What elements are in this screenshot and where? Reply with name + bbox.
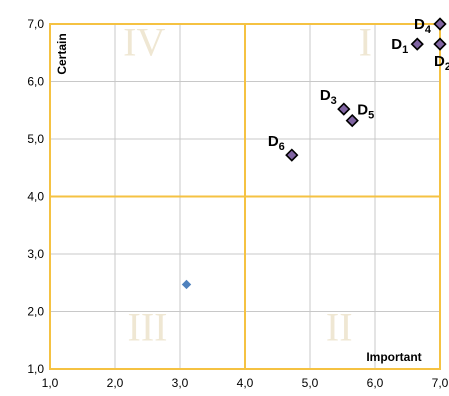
quadrant-label: II <box>326 304 353 349</box>
data-point-marker <box>433 37 447 51</box>
data-points <box>181 17 447 290</box>
data-point-label: D1 <box>391 36 408 56</box>
data-point-marker <box>410 37 424 51</box>
tick-labels: 1,0 2,0 3,0 4,0 5,0 6,0 7,0 1,0 2,0 3,0 4,0 5,0 6,0 7… <box>27 17 448 390</box>
axis-titles: Certain Important <box>55 33 422 364</box>
data-point-marker <box>181 279 192 290</box>
x-tick-label: 6,0 <box>367 376 384 390</box>
x-tick-label: 4,0 <box>237 376 254 390</box>
data-point-marker <box>285 148 299 162</box>
y-tick-label: 7,0 <box>27 17 44 31</box>
y-tick-label: 2,0 <box>27 305 44 319</box>
data-point-label: D6 <box>268 133 285 153</box>
plot-frame <box>49 23 441 370</box>
data-point-label: D5 <box>357 102 374 122</box>
x-tick-label: 1,0 <box>42 376 59 390</box>
x-axis-label: Important <box>366 350 421 364</box>
data-point-label: D4 <box>414 16 432 36</box>
data-point-label: D2 <box>434 53 449 73</box>
y-tick-label: 4,0 <box>27 190 44 204</box>
data-point-marker <box>337 102 351 116</box>
x-tick-label: 7,0 <box>432 376 449 390</box>
quadrant-label: III <box>128 304 168 349</box>
y-tick-label: 1,0 <box>27 362 44 376</box>
y-tick-label: 3,0 <box>27 247 44 261</box>
data-point-marker <box>345 113 359 128</box>
quadrant-label: IV <box>123 20 165 65</box>
x-tick-label: 2,0 <box>107 376 124 390</box>
x-tick-label: 5,0 <box>302 376 319 390</box>
y-tick-label: 6,0 <box>27 75 44 89</box>
point-labels: D1 D2 D3 D4 D5 D6 <box>268 16 449 153</box>
data-point-label: D3 <box>320 87 337 107</box>
y-tick-label: 5,0 <box>27 132 44 146</box>
x-tick-label: 3,0 <box>172 376 189 390</box>
data-point-marker <box>433 17 447 31</box>
y-axis-label: Certain <box>55 33 69 74</box>
quadrant-label: I <box>359 20 372 65</box>
